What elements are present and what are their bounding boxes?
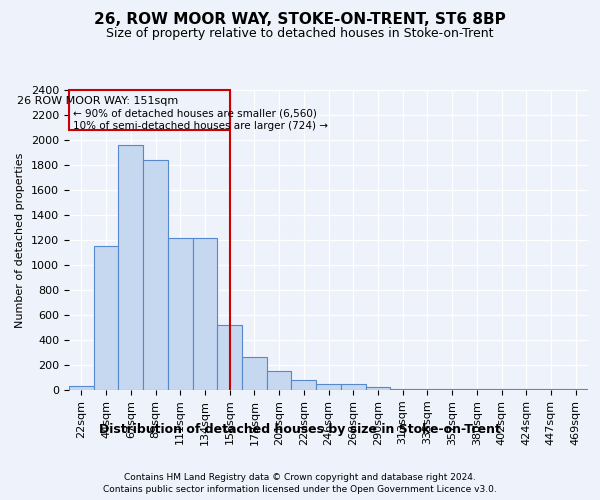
Bar xyxy=(563,388,588,390)
Y-axis label: Number of detached properties: Number of detached properties xyxy=(16,152,25,328)
Text: Contains public sector information licensed under the Open Government Licence v3: Contains public sector information licen… xyxy=(103,485,497,494)
Bar xyxy=(94,246,118,390)
Bar xyxy=(193,238,217,390)
Bar xyxy=(440,389,464,390)
Bar xyxy=(316,384,341,390)
Bar xyxy=(415,389,440,390)
Text: ← 90% of detached houses are smaller (6,560): ← 90% of detached houses are smaller (6,… xyxy=(73,109,317,118)
Text: Size of property relative to detached houses in Stoke-on-Trent: Size of property relative to detached ho… xyxy=(106,28,494,40)
Bar xyxy=(143,160,168,390)
Bar xyxy=(341,384,365,390)
Bar xyxy=(390,389,415,390)
Bar xyxy=(217,325,242,390)
FancyBboxPatch shape xyxy=(69,90,230,130)
Bar xyxy=(118,145,143,390)
Text: 26, ROW MOOR WAY, STOKE-ON-TRENT, ST6 8BP: 26, ROW MOOR WAY, STOKE-ON-TRENT, ST6 8B… xyxy=(94,12,506,28)
Text: 26 ROW MOOR WAY: 151sqm: 26 ROW MOOR WAY: 151sqm xyxy=(17,96,178,106)
Bar xyxy=(242,357,267,390)
Bar xyxy=(69,386,94,390)
Bar xyxy=(267,370,292,390)
Bar xyxy=(292,380,316,390)
Text: Distribution of detached houses by size in Stoke-on-Trent: Distribution of detached houses by size … xyxy=(99,422,501,436)
Bar xyxy=(168,238,193,390)
Text: Contains HM Land Registry data © Crown copyright and database right 2024.: Contains HM Land Registry data © Crown c… xyxy=(124,472,476,482)
Bar xyxy=(365,387,390,390)
Text: 10% of semi-detached houses are larger (724) →: 10% of semi-detached houses are larger (… xyxy=(73,121,328,131)
